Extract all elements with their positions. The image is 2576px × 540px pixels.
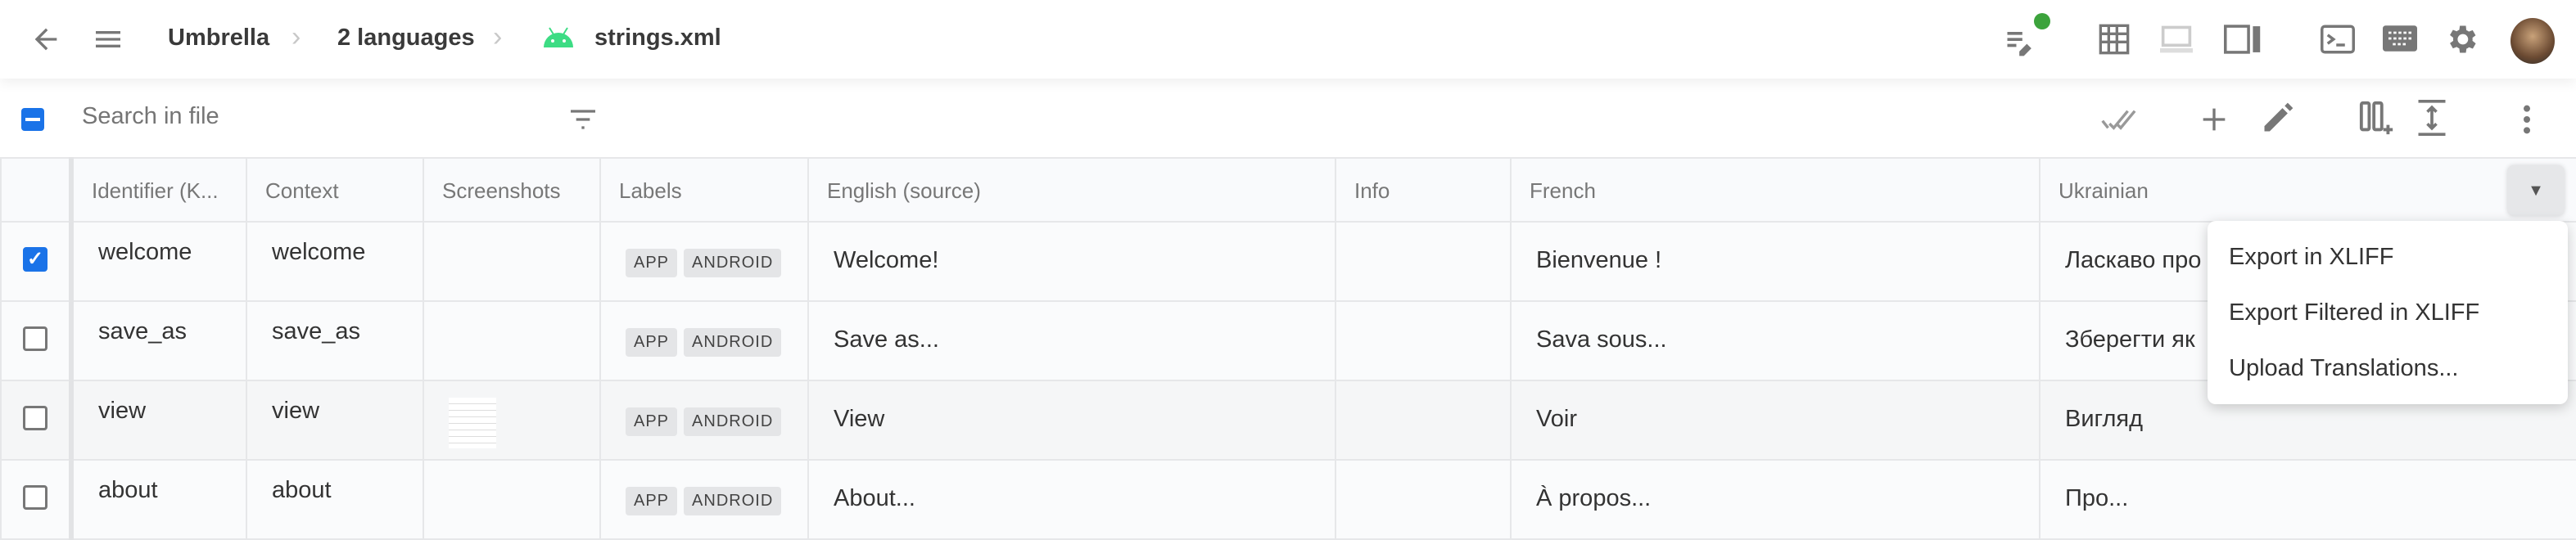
english-cell[interactable]: Save as... [807,300,1336,381]
french-cell[interactable]: À propos... [1510,459,2040,540]
label-badge: APP [626,328,678,357]
column-header-identifier[interactable]: Identifier (K... [70,157,247,223]
french-cell[interactable]: Bienvenue ! [1510,221,2040,302]
row-checkbox-cell [0,459,74,540]
column-header-ukrainian[interactable]: Ukrainian [2039,157,2576,223]
row-checkbox-cell [0,300,74,381]
info-cell[interactable] [1335,380,1512,461]
notes-edit-icon[interactable] [2003,23,2039,59]
english-cell[interactable]: View [807,380,1336,461]
column-dropdown-button[interactable]: ▼ [2507,165,2565,216]
screenshots-cell[interactable] [423,300,601,381]
column-header-context[interactable]: Context [246,157,424,223]
keyboard-icon[interactable] [2383,25,2417,52]
table-header: Identifier (K... Context Screenshots Lab… [0,157,2576,223]
label-badge: ANDROID [684,407,782,436]
breadcrumb-separator: › [493,21,503,52]
table-row[interactable]: about about APP ANDROID About... À propos… [0,459,2576,540]
add-icon[interactable] [2198,103,2230,136]
english-cell[interactable]: Welcome! [807,221,1336,302]
menu-item-export-xliff[interactable]: Export in XLIFF [2229,244,2394,270]
row-checkbox[interactable] [23,326,47,351]
labels-cell[interactable]: APP ANDROID [599,459,809,540]
search-input[interactable] [82,103,491,130]
row-checkbox-cell [0,380,74,461]
column-header-labels[interactable]: Labels [599,157,809,223]
column-header-english[interactable]: English (source) [807,157,1336,223]
row-height-icon[interactable] [2414,98,2450,137]
gear-icon[interactable] [2443,21,2479,57]
screenshots-cell[interactable] [423,459,601,540]
label-badge: ANDROID [684,487,782,515]
grid-icon[interactable] [2098,23,2131,56]
breadcrumb-project[interactable]: Umbrella [168,25,270,51]
table-row[interactable]: ✓ welcome welcome APP ANDROID Welcome! Bi… [0,221,2576,302]
identifier-cell[interactable]: save_as [70,300,247,381]
info-cell[interactable] [1335,221,1512,302]
context-cell[interactable]: view [246,380,424,461]
label-badge: APP [626,249,678,277]
info-cell[interactable] [1335,300,1512,381]
avatar[interactable] [2510,18,2555,64]
row-checkbox[interactable] [23,406,47,430]
export-menu: Export in XLIFF Export Filtered in XLIFF… [2208,221,2568,404]
breadcrumb-file[interactable]: strings.xml [594,25,721,51]
ukrainian-cell[interactable]: Про... [2039,459,2576,540]
labels-cell[interactable]: APP ANDROID [599,300,809,381]
column-header-info[interactable]: Info [1335,157,1512,223]
english-cell[interactable]: About... [807,459,1336,540]
label-badge: ANDROID [684,328,782,357]
screenshots-cell[interactable] [423,221,601,302]
info-cell[interactable] [1335,459,1512,540]
identifier-cell[interactable]: view [70,380,247,461]
label-badge: ANDROID [684,249,782,277]
menu-icon[interactable] [92,23,124,56]
select-all-checkbox[interactable] [21,108,44,131]
breadcrumb-separator: › [291,21,301,52]
identifier-cell[interactable]: about [70,459,247,540]
label-badge: APP [626,487,678,515]
label-badge: APP [626,407,678,436]
screenshot-thumbnail[interactable] [449,398,496,448]
double-check-icon[interactable] [2101,105,2140,134]
terminal-icon[interactable] [2321,25,2355,54]
row-checkbox[interactable]: ✓ [23,247,47,272]
more-vert-icon[interactable] [2519,103,2535,136]
table-row[interactable]: save_as save_as APP ANDROID Save as... Sa… [0,300,2576,381]
menu-item-export-filtered-xliff[interactable]: Export Filtered in XLIFF [2229,299,2480,326]
header-checkbox-cell [0,157,74,223]
notification-dot [2034,13,2050,29]
breadcrumb-languages[interactable]: 2 languages [337,25,475,51]
screenshots-cell[interactable] [423,380,601,461]
row-checkbox[interactable] [23,485,47,510]
side-panel-icon[interactable] [2224,25,2262,54]
context-cell[interactable]: about [246,459,424,540]
add-column-icon[interactable] [2358,100,2396,137]
strings-table: Identifier (K... Context Screenshots Lab… [0,157,2576,540]
laptop-icon[interactable] [2158,23,2194,56]
file-toolbar [0,79,2576,157]
context-cell[interactable]: welcome [246,221,424,302]
french-cell[interactable]: Voir [1510,380,2040,461]
row-checkbox-cell: ✓ [0,221,74,302]
menu-item-upload-translations[interactable]: Upload Translations... [2229,355,2459,381]
column-header-screenshots[interactable]: Screenshots [423,157,601,223]
labels-cell[interactable]: APP ANDROID [599,221,809,302]
top-bar: Umbrella › 2 languages › strings.xml [0,0,2576,79]
back-arrow-icon[interactable] [29,23,62,56]
table-row[interactable]: view view APP ANDROID View Voir Вигляд [0,380,2576,461]
french-cell[interactable]: Sava sous... [1510,300,2040,381]
edit-icon[interactable] [2260,100,2296,136]
labels-cell[interactable]: APP ANDROID [599,380,809,461]
identifier-cell[interactable]: welcome [70,221,247,302]
context-cell[interactable]: save_as [246,300,424,381]
column-header-french[interactable]: French [1510,157,2040,223]
filter-icon[interactable] [567,103,599,136]
android-icon [544,27,573,47]
